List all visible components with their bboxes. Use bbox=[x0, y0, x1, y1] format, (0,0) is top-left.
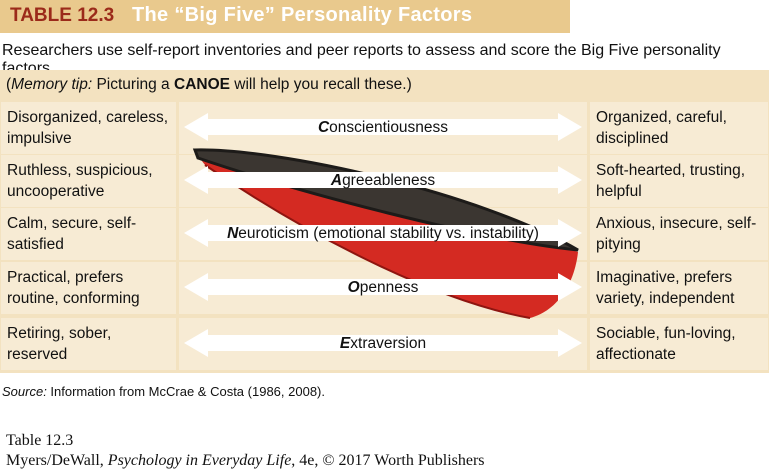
trait-rest: onscientiousness bbox=[329, 119, 448, 136]
canoe-keel bbox=[204, 164, 531, 319]
low-trait-cell: Retiring, sober, reserved bbox=[1, 318, 176, 370]
tip-text: Picturing a bbox=[92, 76, 174, 93]
header-bar bbox=[0, 0, 570, 33]
caption: Table 12.3 bbox=[6, 432, 74, 449]
trait-name: Neuroticism (emotional stability vs. ins… bbox=[227, 225, 539, 242]
credit-text: Myers/DeWall, bbox=[6, 452, 108, 469]
credit: Myers/DeWall, Psychology in Everyday Lif… bbox=[6, 452, 485, 470]
high-trait-cell: Imaginative, prefers variety, independen… bbox=[590, 262, 768, 314]
source-text: Information from McCrae & Costa (1986, 2… bbox=[46, 384, 325, 399]
arrow bbox=[184, 113, 582, 141]
book-title: Psychology in Everyday Life bbox=[107, 452, 292, 469]
tip-word: CANOE bbox=[174, 76, 230, 93]
trait-rest: euroticism (emotional stability vs. inst… bbox=[238, 225, 539, 242]
arrow bbox=[184, 273, 582, 301]
trait-rest: greeableness bbox=[342, 172, 435, 189]
middle-column: Conscientiousness Agreeableness Neuroticis… bbox=[179, 102, 587, 370]
source-label: Source: bbox=[2, 384, 47, 399]
table-title: The “Big Five” Personality Factors bbox=[132, 4, 473, 26]
trait-name: Openness bbox=[348, 279, 419, 296]
arrow bbox=[184, 329, 582, 357]
trait-rest: penness bbox=[360, 279, 419, 296]
source: Source: Information from McCrae & Costa … bbox=[2, 384, 325, 399]
arrows: Conscientiousness Agreeableness Neuroticis… bbox=[184, 113, 582, 357]
trait-initial: E bbox=[340, 335, 351, 352]
trait-name: Conscientiousness bbox=[318, 119, 448, 136]
trait-initial: C bbox=[318, 119, 330, 136]
arrow bbox=[184, 219, 582, 247]
low-trait-cell: Disorganized, careless, impulsive bbox=[1, 102, 176, 154]
high-trait-cell: Soft-hearted, trusting, helpful bbox=[590, 155, 768, 207]
low-trait-cell: Practical, prefers routine, conforming bbox=[1, 262, 176, 314]
trait-name: Extraversion bbox=[340, 335, 426, 352]
trait-initial: N bbox=[227, 225, 239, 242]
tip-text: ( bbox=[6, 76, 12, 93]
high-trait-cell: Organized, careful, disciplined bbox=[590, 102, 768, 154]
trait-initial: O bbox=[348, 279, 360, 296]
tip-text: will help you recall these.) bbox=[229, 76, 412, 93]
memory-tip: (Memory tip: Picturing a CANOE will help… bbox=[6, 76, 412, 94]
trait-name: Agreeableness bbox=[330, 172, 436, 189]
low-trait-cell: Ruthless, suspicious, uncooperative bbox=[1, 155, 176, 207]
high-trait-cell: Anxious, insecure, self-pitying bbox=[590, 208, 768, 260]
table-label: TABLE 12.3 bbox=[10, 5, 115, 26]
trait-rest: xtraversion bbox=[350, 335, 426, 352]
credit-text: , 4e, © 2017 Worth Publishers bbox=[291, 452, 485, 469]
low-trait-cell: Calm, secure, self-satisfied bbox=[1, 208, 176, 260]
tip-label: Memory tip: bbox=[11, 76, 93, 93]
arrow bbox=[184, 166, 582, 194]
high-trait-cell: Sociable, fun-loving, affectionate bbox=[590, 318, 768, 370]
trait-initial: A bbox=[330, 172, 342, 189]
